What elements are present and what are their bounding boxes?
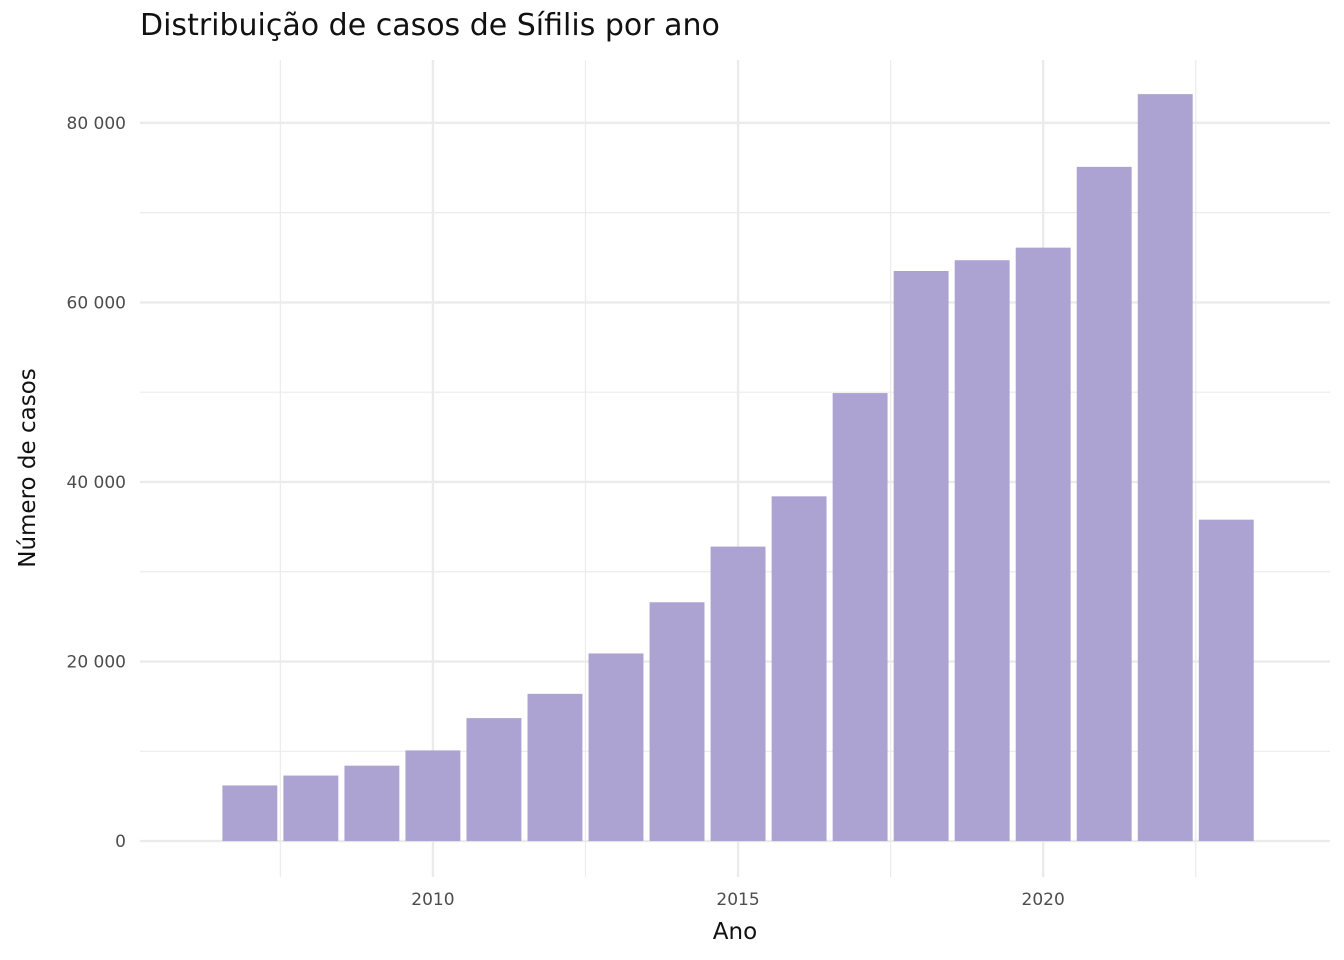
x-tick-label: 2010 (411, 890, 454, 910)
y-tick-label: 20 000 (67, 653, 126, 673)
bar-2009 (344, 765, 400, 842)
y-tick-label: 0 (115, 832, 126, 852)
bar-2007 (222, 785, 278, 842)
y-axis-ticks: 0 20 000 40 000 60 000 80 000 (67, 114, 126, 852)
bar-2015 (710, 546, 766, 842)
bar-2021 (1076, 166, 1132, 842)
bar-2012 (527, 693, 583, 842)
grid-lines (140, 60, 1330, 877)
bar-2014 (649, 602, 705, 842)
y-tick-label: 60 000 (67, 293, 126, 313)
bar-2010 (405, 750, 461, 842)
x-axis-ticks: 2010 2015 2020 (411, 890, 1065, 910)
x-tick-label: 2015 (716, 890, 759, 910)
x-tick-label: 2020 (1022, 890, 1065, 910)
chart-title: Distribuição de casos de Sífilis por ano (140, 8, 720, 43)
bar-2017 (832, 393, 888, 842)
bar-2022 (1137, 94, 1193, 842)
bar-2008 (283, 775, 339, 842)
bars (222, 94, 1254, 842)
bar-2018 (893, 270, 949, 842)
bar-2020 (1015, 247, 1071, 842)
bar-2019 (954, 260, 1010, 842)
bar-2013 (588, 653, 644, 842)
bar-2011 (466, 718, 522, 842)
y-tick-label: 80 000 (67, 114, 126, 134)
y-tick-label: 40 000 (67, 473, 126, 493)
bar-2016 (771, 496, 827, 842)
x-axis-title: Ano (713, 919, 757, 945)
bar-2023 (1198, 519, 1254, 842)
y-axis-title: Número de casos (15, 368, 41, 568)
